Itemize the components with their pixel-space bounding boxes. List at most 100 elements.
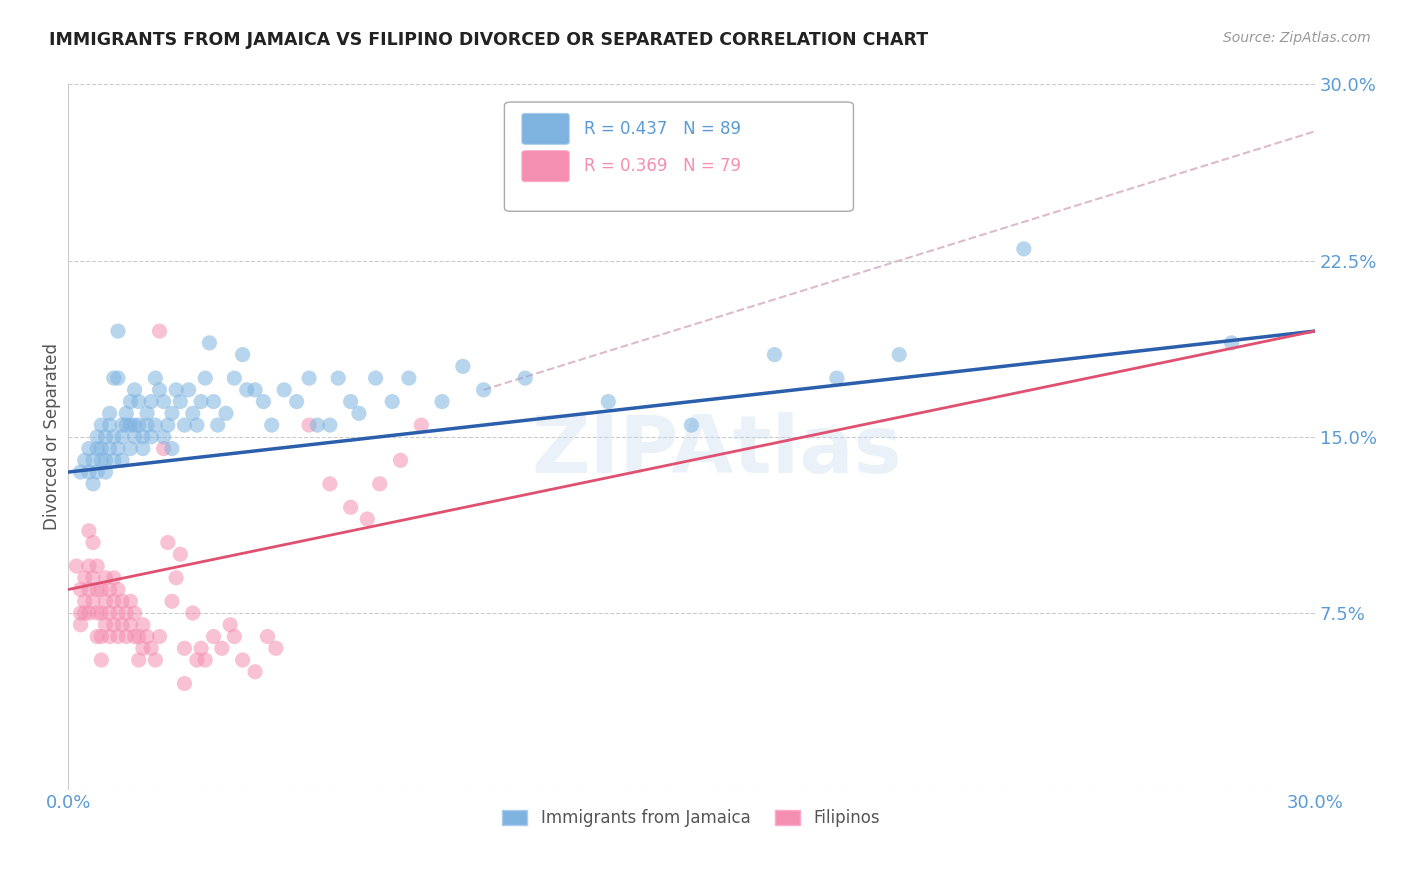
Point: [256, 630, 278, 644]
Point: [115, 418, 138, 433]
Point: [107, 582, 129, 597]
Point: [451, 359, 474, 374]
Point: [328, 371, 350, 385]
Point: [65, 559, 87, 574]
Point: [472, 383, 495, 397]
Point: [141, 394, 163, 409]
Point: [115, 630, 138, 644]
Point: [124, 606, 146, 620]
Point: [132, 617, 155, 632]
Point: [69, 582, 91, 597]
Point: [128, 394, 150, 409]
Point: [120, 442, 142, 456]
Point: [107, 606, 129, 620]
Point: [132, 442, 155, 456]
Point: [124, 630, 146, 644]
Point: [90, 442, 112, 456]
Point: [173, 676, 195, 690]
Point: [211, 641, 233, 656]
Text: R = 0.369   N = 79: R = 0.369 N = 79: [583, 157, 741, 175]
Point: [94, 571, 117, 585]
Point: [77, 606, 100, 620]
Point: [86, 430, 108, 444]
Point: [339, 394, 361, 409]
Point: [111, 594, 134, 608]
Point: [148, 324, 170, 338]
Point: [90, 653, 112, 667]
Point: [94, 453, 117, 467]
Point: [889, 348, 911, 362]
Point: [141, 641, 163, 656]
Point: [143, 371, 166, 385]
Point: [243, 383, 266, 397]
Point: [107, 324, 129, 338]
Point: [1220, 335, 1243, 350]
Point: [128, 653, 150, 667]
Point: [98, 630, 121, 644]
Point: [103, 617, 125, 632]
Point: [73, 606, 96, 620]
Point: [86, 442, 108, 456]
Point: [86, 465, 108, 479]
Point: [165, 571, 187, 585]
Point: [198, 335, 221, 350]
Point: [77, 465, 100, 479]
Point: [215, 406, 238, 420]
Point: [160, 594, 183, 608]
Point: [285, 394, 308, 409]
Point: [186, 418, 208, 433]
Point: [128, 630, 150, 644]
Point: [347, 406, 370, 420]
Point: [190, 641, 212, 656]
Point: [515, 371, 537, 385]
Point: [98, 406, 121, 420]
Point: [132, 641, 155, 656]
Point: [120, 418, 142, 433]
Point: [98, 418, 121, 433]
Point: [681, 418, 703, 433]
Point: [598, 394, 620, 409]
Point: [381, 394, 404, 409]
Point: [120, 594, 142, 608]
Point: [825, 371, 848, 385]
Point: [98, 442, 121, 456]
FancyBboxPatch shape: [505, 102, 853, 211]
Point: [165, 383, 187, 397]
Point: [103, 430, 125, 444]
Point: [103, 371, 125, 385]
Point: [82, 535, 104, 549]
Point: [82, 453, 104, 467]
Point: [177, 383, 200, 397]
FancyBboxPatch shape: [522, 113, 569, 145]
Point: [94, 594, 117, 608]
Point: [90, 418, 112, 433]
Point: [190, 394, 212, 409]
Point: [160, 406, 183, 420]
Point: [152, 442, 174, 456]
Point: [77, 559, 100, 574]
Point: [90, 630, 112, 644]
Point: [173, 641, 195, 656]
Point: [224, 630, 246, 644]
Legend: Immigrants from Jamaica, Filipinos: Immigrants from Jamaica, Filipinos: [496, 803, 887, 834]
Text: Source: ZipAtlas.com: Source: ZipAtlas.com: [1223, 31, 1371, 45]
Point: [111, 418, 134, 433]
Point: [98, 606, 121, 620]
Point: [86, 606, 108, 620]
Point: [232, 348, 254, 362]
Point: [143, 653, 166, 667]
Point: [136, 406, 159, 420]
Point: [173, 418, 195, 433]
Y-axis label: Divorced or Separated: Divorced or Separated: [44, 343, 60, 531]
Point: [1012, 242, 1035, 256]
Point: [202, 630, 225, 644]
Point: [273, 383, 295, 397]
Point: [107, 442, 129, 456]
Point: [73, 571, 96, 585]
Point: [90, 606, 112, 620]
Point: [124, 430, 146, 444]
Point: [194, 653, 217, 667]
Point: [169, 547, 191, 561]
Point: [94, 430, 117, 444]
Point: [90, 582, 112, 597]
